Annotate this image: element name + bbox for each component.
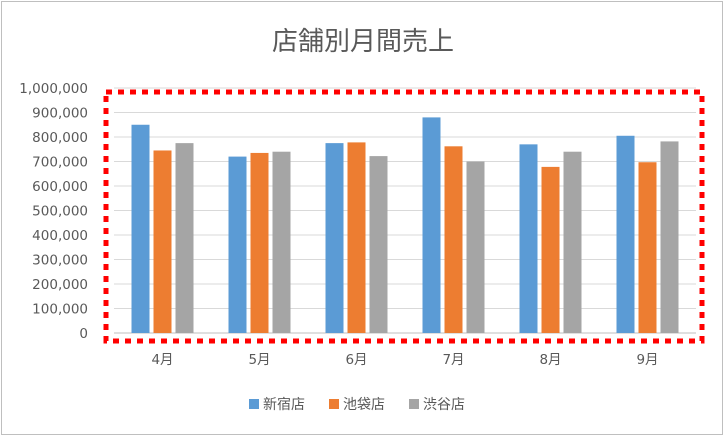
bar [228, 156, 247, 333]
bar [347, 142, 366, 333]
legend-label: 渋谷店 [423, 397, 465, 413]
gridlines [114, 87, 696, 334]
x-axis-ticks: 4月 5月 6月 7月 8月 9月 [151, 352, 658, 368]
y-axis-ticks: 0 100,000 200,000 300,000 400,000 500,000 600,… [19, 81, 88, 342]
bar [444, 146, 463, 333]
x-tick-label: 8月 [539, 352, 561, 368]
x-tick-label: 4月 [151, 352, 173, 368]
y-tick-label: 800,000 [32, 130, 88, 146]
y-tick-label: 300,000 [32, 253, 88, 269]
y-tick-label: 700,000 [32, 155, 88, 171]
x-tick-label: 7月 [442, 352, 464, 368]
bar [325, 143, 344, 333]
chart-title: 店舗別月間売上 [272, 27, 454, 57]
bar [131, 124, 150, 333]
bar [519, 144, 538, 333]
bar [175, 143, 194, 333]
bar [422, 117, 441, 334]
y-tick-label: 1,000,000 [19, 81, 88, 97]
y-tick-label: 400,000 [32, 228, 88, 244]
y-tick-label: 200,000 [32, 277, 88, 293]
bar [250, 152, 269, 333]
y-tick-label: 0 [79, 326, 88, 342]
bar [616, 135, 635, 333]
legend-label: 新宿店 [263, 396, 305, 413]
bar [541, 166, 560, 333]
y-tick-label: 100,000 [32, 302, 88, 318]
legend: 新宿店 池袋店 渋谷店 [249, 396, 465, 413]
x-tick-label: 5月 [248, 352, 270, 368]
y-tick-label: 500,000 [32, 204, 88, 220]
x-tick-label: 6月 [345, 352, 367, 368]
legend-swatch [409, 399, 419, 409]
bar [369, 156, 388, 333]
bar [660, 141, 679, 333]
y-tick-label: 600,000 [32, 179, 88, 195]
legend-swatch [329, 399, 339, 409]
x-tick-label: 9月 [636, 352, 658, 368]
bar [638, 162, 657, 333]
bar [466, 161, 485, 333]
y-tick-label: 900,000 [32, 106, 88, 122]
bar [272, 151, 291, 333]
legend-label: 池袋店 [343, 397, 385, 413]
legend-swatch [249, 399, 259, 409]
bar [563, 151, 582, 333]
bar [153, 150, 172, 333]
highlight-dotted-border [103, 89, 705, 344]
bars [131, 117, 679, 334]
